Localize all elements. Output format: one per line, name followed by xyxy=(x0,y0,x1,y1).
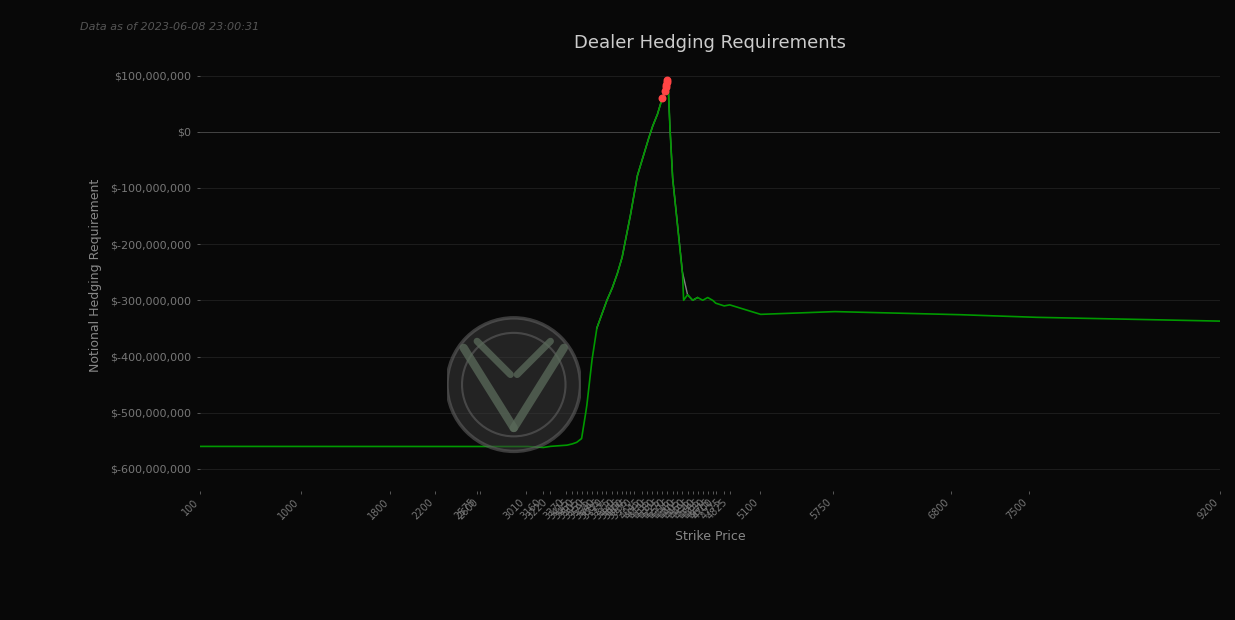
X-axis label: Strike Price: Strike Price xyxy=(674,530,745,543)
Point xyxy=(652,93,672,103)
Title: Dealer Hedging Requirements: Dealer Hedging Requirements xyxy=(574,33,846,51)
Ellipse shape xyxy=(447,318,580,451)
Y-axis label: Notional Hedging Requirement: Notional Hedging Requirement xyxy=(89,179,103,371)
Point xyxy=(656,82,676,92)
Point xyxy=(657,78,677,87)
Text: Data as of 2023-06-08 23:00:31: Data as of 2023-06-08 23:00:31 xyxy=(80,22,259,32)
Point xyxy=(656,79,676,89)
Point xyxy=(657,75,677,85)
Point xyxy=(655,86,674,96)
